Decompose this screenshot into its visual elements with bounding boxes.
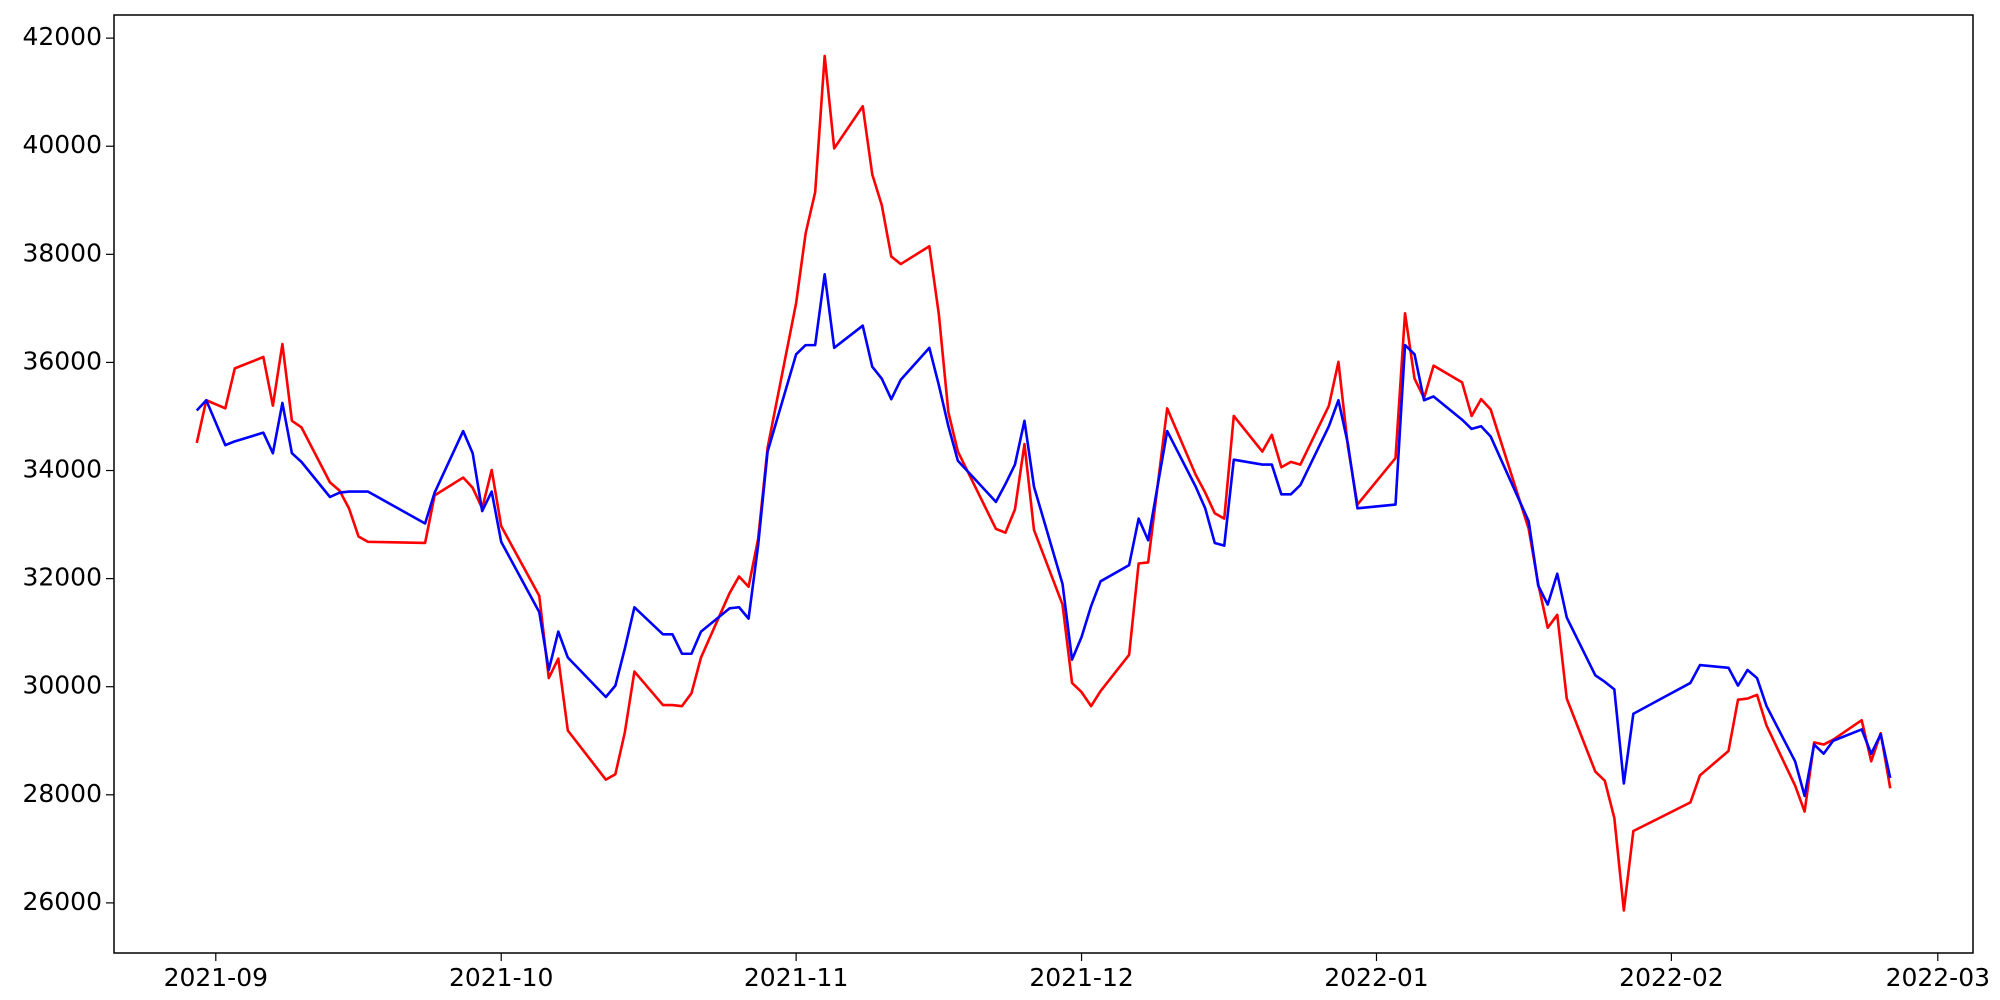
line-series bbox=[195, 54, 1892, 912]
y-tick-label: 38000 bbox=[22, 238, 102, 267]
line-series bbox=[195, 273, 1892, 798]
x-tick-label: 2021-11 bbox=[744, 963, 848, 992]
x-tick-label: 2022-03 bbox=[1886, 963, 1990, 992]
y-tick-label: 42000 bbox=[22, 22, 102, 51]
y-tick-label: 34000 bbox=[22, 455, 102, 484]
x-tick-label: 2021-09 bbox=[164, 963, 268, 992]
y-tick-label: 32000 bbox=[22, 563, 102, 592]
plot-frame bbox=[113, 14, 1974, 954]
y-tick-label: 36000 bbox=[22, 346, 102, 375]
y-tick-label: 26000 bbox=[22, 887, 102, 916]
y-tick-label: 40000 bbox=[22, 130, 102, 159]
y-tick-label: 30000 bbox=[22, 671, 102, 700]
x-tick-label: 2021-12 bbox=[1029, 963, 1133, 992]
x-tick-label: 2022-02 bbox=[1619, 963, 1723, 992]
x-tick-label: 2022-01 bbox=[1324, 963, 1428, 992]
y-tick-label: 28000 bbox=[22, 779, 102, 808]
x-tick-label: 2021-10 bbox=[449, 963, 553, 992]
